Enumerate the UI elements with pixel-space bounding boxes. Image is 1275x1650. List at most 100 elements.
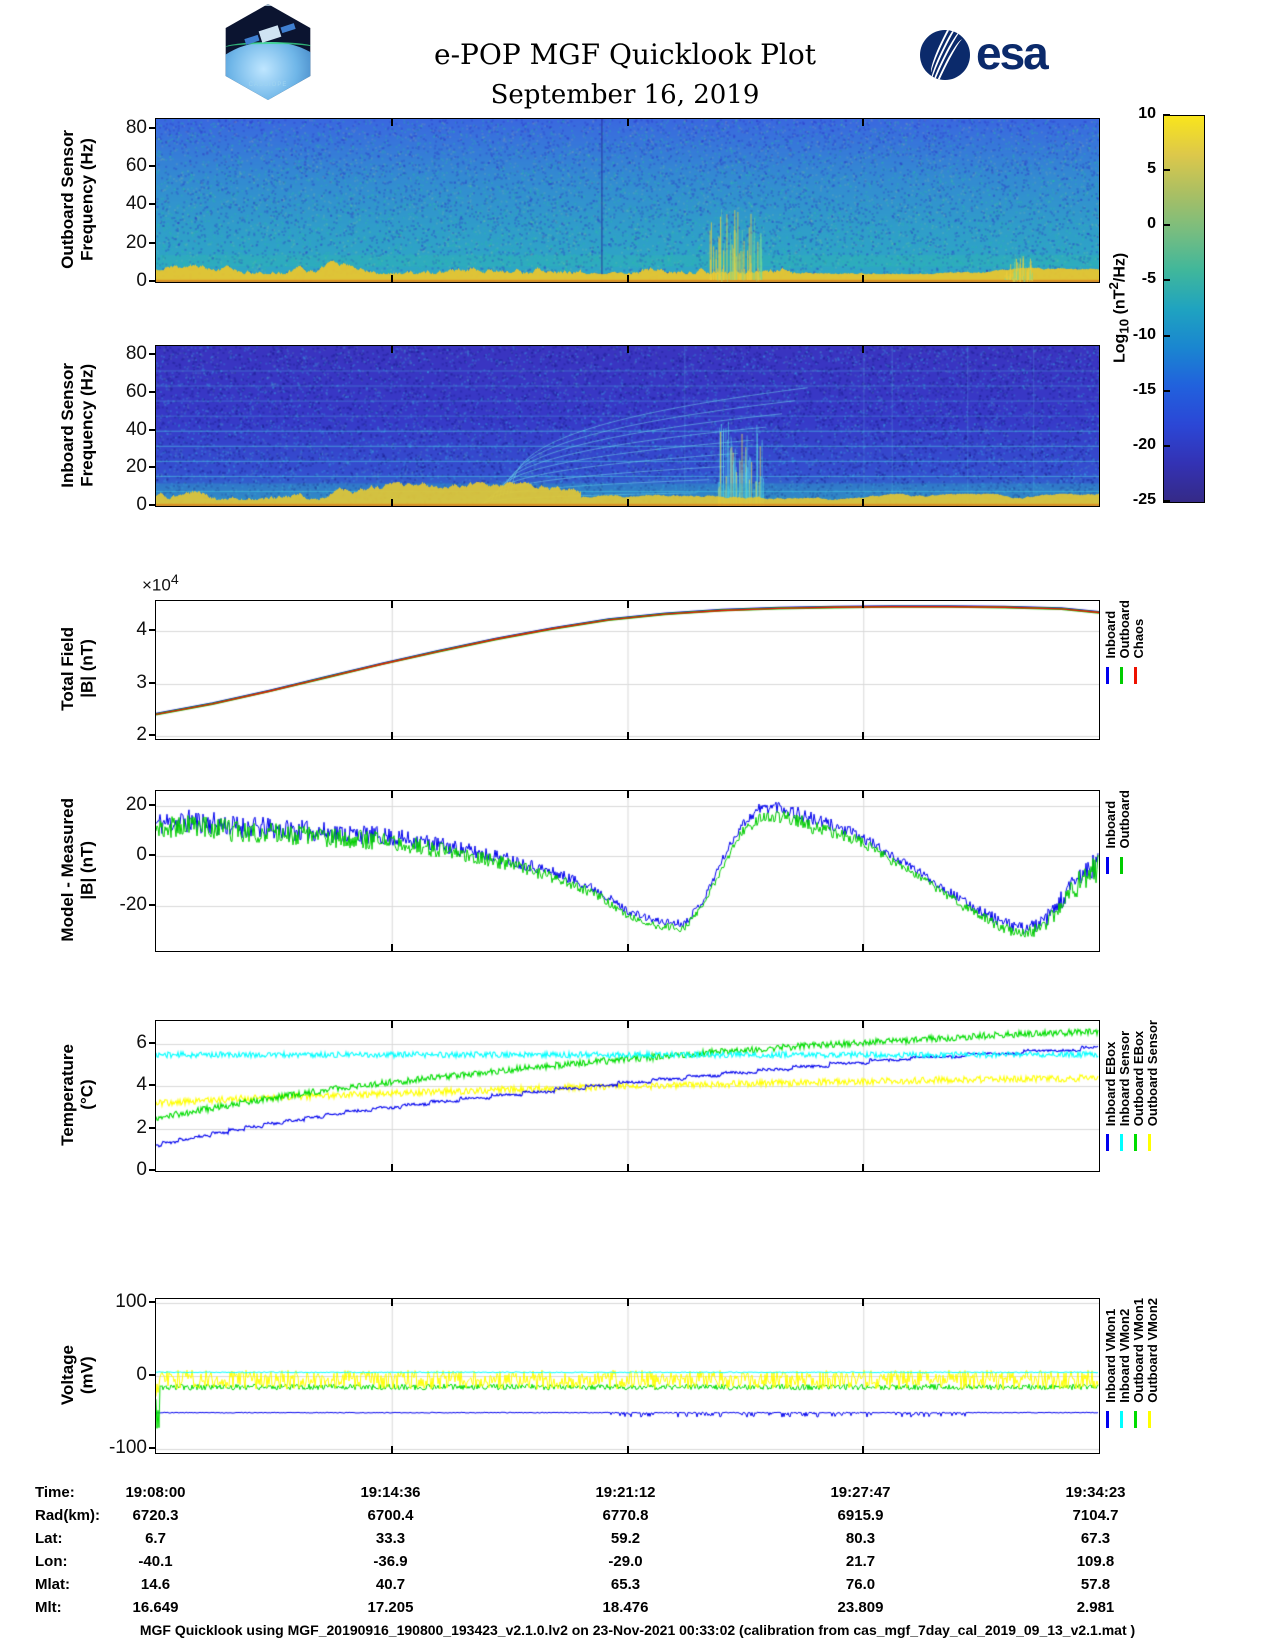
y-tick-label: 2	[136, 724, 147, 746]
x-tick-mark	[390, 1446, 393, 1453]
colorbar-tick-mark	[1163, 389, 1170, 392]
y-axis-label: Temperature (°C)	[58, 1044, 97, 1146]
orbit-arc-graphic	[225, 42, 311, 54]
table-cell: 21.7	[845, 1553, 876, 1570]
y-tick-label: 80	[125, 343, 147, 365]
y-tick-label: 60	[125, 154, 147, 176]
y-tick-label: 0	[136, 1364, 147, 1385]
x-tick-mark	[626, 791, 629, 798]
satellite-icon	[258, 25, 282, 43]
table-row: Time: 19:08:00 19:14:36 19:21:12 19:27:47 19:…	[0, 1484, 1275, 1506]
table-row: Mlat: 14.6 40.7 65.3 76.0 57.8	[0, 1576, 1275, 1598]
legend-marker	[1120, 1410, 1123, 1428]
esa-logo-text: esa	[976, 27, 1049, 79]
table-cell: 109.8	[1076, 1553, 1115, 1570]
x-tick-mark	[390, 1299, 393, 1306]
total-field-canvas	[156, 601, 1099, 739]
legend-label: Outboard EBox	[1131, 1030, 1146, 1127]
legend-label: Inboard	[1103, 800, 1118, 849]
y-tick-label: 3	[136, 671, 147, 693]
legend-marker	[1120, 666, 1123, 684]
table-cell: 59.2	[610, 1530, 641, 1547]
y-tick-mark	[149, 734, 156, 737]
x-tick-mark	[862, 1446, 865, 1453]
y-tick-label: 0	[136, 270, 147, 291]
x-tick-mark	[626, 499, 629, 506]
y-tick-mark	[149, 391, 156, 394]
x-tick-mark	[626, 1299, 629, 1306]
table-cell: 6915.9	[837, 1507, 884, 1524]
table-cell: 6770.8	[602, 1507, 649, 1524]
y-tick-label: 4	[136, 619, 147, 641]
table-cell: 57.8	[1080, 1576, 1111, 1593]
y-tick-label: -100	[108, 1437, 147, 1459]
y-tick-label: 20	[125, 231, 147, 253]
model-minus-measured-panel: Model - Measured |B| (nT) -20 0 20 Inboard Out…	[0, 790, 1275, 952]
colorbar-tick-mark	[1163, 500, 1170, 502]
legend-label: Inboard EBox	[1103, 1041, 1118, 1127]
legend: Inboard EBox Inboard Sensor Outboard EBox O…	[1103, 1020, 1160, 1225]
x-tick-mark	[862, 944, 865, 951]
colorbar-tick-label: -25	[1132, 491, 1156, 508]
y-tick-label: 2	[136, 1116, 147, 1138]
x-tick-mark	[390, 275, 393, 282]
y-tick-mark	[149, 904, 156, 906]
y-tick-mark	[149, 241, 156, 244]
legend-marker	[1106, 856, 1109, 874]
y-tick-label: 40	[125, 418, 147, 440]
legend-marker	[1120, 1134, 1123, 1152]
y-axis-label: Model - Measured |B| (nT)	[58, 798, 97, 942]
table-cell: 6700.4	[367, 1507, 414, 1524]
outboard-spectrogram-canvas	[156, 119, 1099, 282]
table-cell: 67.3	[1080, 1530, 1111, 1547]
legend: Inboard Outboard	[1103, 790, 1132, 980]
legend-label: Inboard Sensor	[1117, 1030, 1132, 1127]
table-cell: 19:08:00	[125, 1484, 186, 1501]
table-cell: 6.7	[145, 1530, 166, 1547]
table-cell: -40.1	[138, 1553, 173, 1570]
table-cell: 2.981	[1076, 1599, 1115, 1616]
y-tick-label: 6	[136, 1032, 147, 1054]
table-cell: 19:34:23	[1065, 1484, 1126, 1501]
x-tick-mark	[390, 499, 393, 506]
legend-marker	[1106, 1134, 1109, 1152]
legend-label: Outboard VMon2	[1145, 1298, 1160, 1403]
table-row: Mlt: 16.649 17.205 18.476 23.809 2.981	[0, 1599, 1275, 1621]
table-cell: 7104.7	[1072, 1507, 1119, 1524]
x-tick-mark	[862, 1021, 865, 1028]
x-tick-mark	[862, 499, 865, 506]
y-tick-label: 0	[136, 494, 147, 515]
table-row-label: Lat:	[35, 1530, 63, 1547]
x-tick-mark	[862, 119, 865, 126]
colorbar	[1163, 115, 1205, 503]
table-cell: -29.0	[608, 1553, 643, 1570]
legend-label: Inboard	[1103, 610, 1118, 659]
legend: Inboard VMon1 Inboard VMon2 Outboard VMon1…	[1103, 1298, 1160, 1528]
table-row: Lat: 6.7 33.3 59.2 80.3 67.3	[0, 1530, 1275, 1552]
table-cell: 16.649	[132, 1599, 179, 1616]
table-cell: 19:27:47	[830, 1484, 891, 1501]
y-axis-label: Inboard Sensor Frequency (Hz)	[58, 362, 97, 488]
legend-marker	[1106, 666, 1109, 684]
x-tick-mark	[390, 1164, 393, 1171]
x-tick-mark	[626, 275, 629, 282]
y-tick-label: 20	[125, 456, 147, 478]
y-tick-label: 100	[115, 1290, 147, 1312]
legend-label: Inboard VMon2	[1117, 1308, 1132, 1403]
y-tick-label: -20	[119, 894, 147, 915]
x-tick-mark	[862, 601, 865, 608]
table-row: Rad(km): 6720.3 6700.4 6770.8 6915.9 7104.7	[0, 1507, 1275, 1529]
y-tick-mark	[149, 804, 156, 806]
colorbar-tick-label: -5	[1141, 270, 1156, 288]
voltage-canvas	[156, 1299, 1099, 1453]
x-tick-mark	[862, 1299, 865, 1306]
footer-text: MGF Quicklook using MGF_20190916_190800_…	[139, 1622, 1136, 1638]
table-cell: 18.476	[602, 1599, 649, 1616]
legend: Inboard Outboard Chaos	[1103, 600, 1146, 768]
legend-label: Outboard Sensor	[1145, 1020, 1160, 1127]
plot-area	[155, 1298, 1100, 1454]
y-tick-mark	[149, 466, 156, 469]
y-tick-mark	[149, 1084, 156, 1087]
total-field-panel: Total Field |B| (nT) 2 3 4 Inboard Outboard Cha…	[0, 600, 1275, 745]
